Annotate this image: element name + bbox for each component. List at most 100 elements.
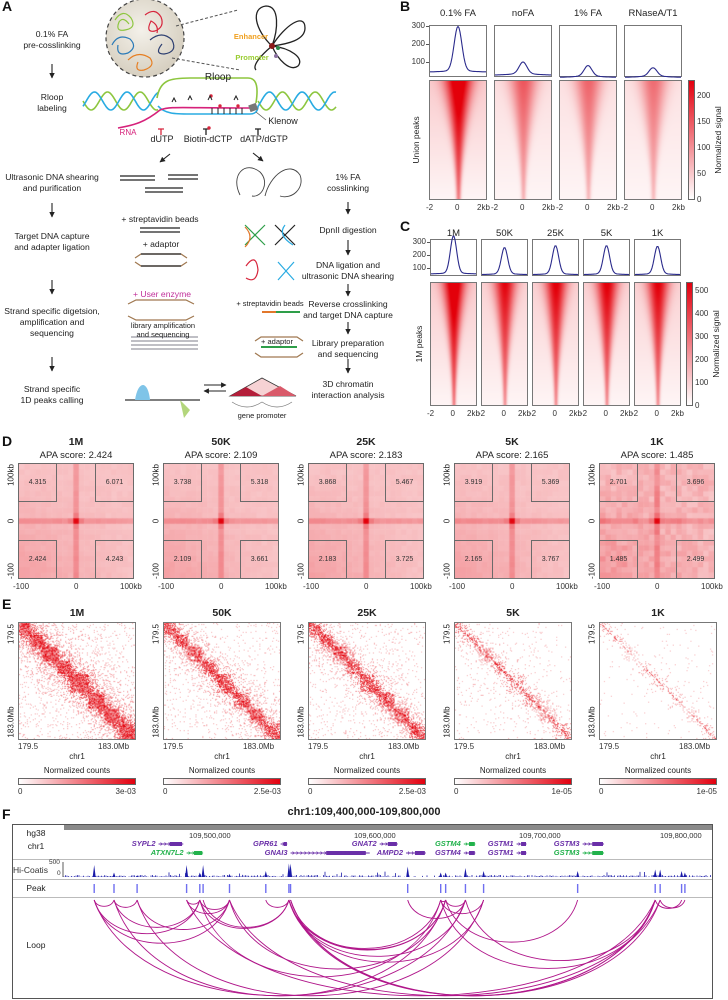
x-tick: 2kb — [518, 409, 531, 418]
profile-line — [560, 65, 616, 78]
tick-mark — [427, 242, 430, 243]
colorbar-label: Normalized counts — [43, 766, 111, 775]
colorbar-label: Normalized signal — [711, 310, 721, 378]
profile-y-tick: 100 — [412, 263, 426, 272]
profile-plot-frame — [532, 239, 579, 276]
contact-map-title: 50K — [212, 607, 232, 619]
tick-mark — [427, 255, 430, 256]
genome-browser-frame — [12, 824, 713, 999]
enhancer-label: Enhancer — [233, 32, 269, 41]
coordinate-tick: 109,500,000 — [189, 831, 231, 840]
workflow-step-right: Library preparation and sequencing — [311, 338, 385, 359]
x-tick: 183.0Mb — [98, 742, 130, 751]
y-tick: 0 — [296, 518, 306, 524]
apa-corner-bottom-right: 2.499 — [676, 540, 715, 579]
dna-helix — [82, 91, 337, 111]
y-tick: 100kb — [151, 464, 161, 486]
chromatin-loop-illustration — [254, 5, 306, 71]
profile-plot — [560, 65, 616, 78]
klenow-label: Klenow — [268, 116, 298, 126]
colorbar-min: 0 — [163, 787, 168, 796]
profile-y-tick: 100 — [411, 57, 425, 66]
biotin-dctp-label: Biotin-dCTP — [183, 134, 233, 144]
x-axis-label: chr1 — [505, 752, 521, 761]
profile-plot — [431, 235, 476, 275]
profile-plot — [430, 25, 486, 73]
x-tick: 2kb — [672, 203, 685, 212]
colorbar-tick: 200 — [695, 355, 709, 365]
gene-label: GSTM3 — [553, 839, 580, 848]
workflow-step-left: Strand specific digetsion, amplification… — [4, 306, 100, 338]
apa-corner-top-right: 3.696 — [676, 463, 715, 502]
x-tick: 2kb — [467, 409, 480, 418]
contact-heatmap — [599, 622, 717, 740]
contact-map-title: 5K — [506, 607, 520, 619]
apa-corner-top-right: 5.369 — [531, 463, 570, 502]
adaptor-label-2: + adaptor — [261, 337, 293, 346]
x-tick: 179.5 — [18, 742, 39, 751]
x-axis-label: chr1 — [214, 752, 230, 761]
profile-plot — [495, 61, 551, 76]
y-tick: -100 — [151, 562, 161, 580]
x-tick: 183.0Mb — [534, 742, 566, 751]
colorbar-max: 2.5e-03 — [253, 787, 281, 796]
workflow-step-right: DpnII digestion — [319, 225, 377, 235]
promoter-label: Promoter — [235, 53, 269, 62]
loop-track-label: Loop — [26, 940, 46, 950]
coordinate-tick: 109,600,000 — [354, 831, 396, 840]
signal-heatmap — [429, 80, 487, 200]
colorbar-tick: 300 — [695, 332, 709, 342]
y-tick: 100kb — [587, 464, 597, 486]
x-tick: 2kb — [477, 203, 490, 212]
contact-heatmap — [308, 622, 426, 740]
y-tick: 0 — [587, 518, 597, 524]
x-tick: 0 — [219, 582, 224, 591]
colorbar-tick: 100 — [695, 378, 709, 388]
x-axis-label: chr1 — [650, 752, 666, 761]
colorbar — [686, 282, 693, 406]
colorbar-label: Normalized counts — [333, 766, 401, 775]
chrom-label: chr1 — [27, 841, 45, 851]
y-tick: -100 — [296, 562, 306, 580]
signal-heatmap — [583, 282, 630, 406]
rloop-label: Rloop — [204, 72, 232, 83]
colorbar-tick: 500 — [695, 286, 709, 296]
y-tick: 183.0Mb — [6, 706, 16, 738]
profile-plot — [532, 245, 579, 276]
x-tick: -2 — [529, 409, 537, 418]
gene-label: AMPD2 — [376, 848, 404, 857]
panel-label-c: C — [400, 218, 411, 234]
contact-heatmap — [454, 622, 572, 740]
x-tick: 179.5 — [163, 742, 184, 751]
profile-plot — [634, 245, 681, 276]
profile-line — [583, 245, 630, 276]
apa-corner-bottom-right: 4.243 — [95, 540, 134, 579]
profile-line — [532, 245, 579, 276]
x-tick: -100 — [158, 582, 175, 591]
apa-corner-bottom-left: 2.183 — [308, 540, 347, 579]
apa-heatmap — [454, 463, 570, 579]
streptavidin-beads-label-2: + streptavidin beads — [236, 299, 304, 308]
colorbar — [163, 778, 281, 785]
y-tick: 183.0Mb — [296, 706, 306, 738]
column-title: 1% FA — [574, 8, 602, 19]
colorbar-label: Normalized counts — [479, 766, 547, 775]
contact-map-title: 1K — [651, 607, 665, 619]
column-title: 5K — [600, 228, 613, 239]
y-tick: -100 — [6, 562, 16, 580]
colorbar-tick: 150 — [697, 116, 711, 126]
coordinate-tick: 109,800,000 — [660, 831, 702, 840]
peak-track-label: Peak — [26, 883, 46, 893]
y-tick: -100 — [587, 562, 597, 580]
apa-corner-bottom-right: 3.661 — [240, 540, 279, 579]
colorbar — [599, 778, 717, 785]
colorbar-label: Normalized counts — [188, 766, 256, 775]
tick-mark — [426, 62, 429, 63]
x-tick: -100 — [303, 582, 320, 591]
apa-score: APA score: 2.424 — [39, 450, 113, 461]
apa-corner-bottom-left: 2.165 — [454, 540, 493, 579]
dna-fragments — [120, 167, 304, 418]
profile-plot-frame — [494, 25, 552, 77]
profile-plot-frame — [559, 25, 617, 77]
y-tick: 183.0Mb — [587, 706, 597, 738]
